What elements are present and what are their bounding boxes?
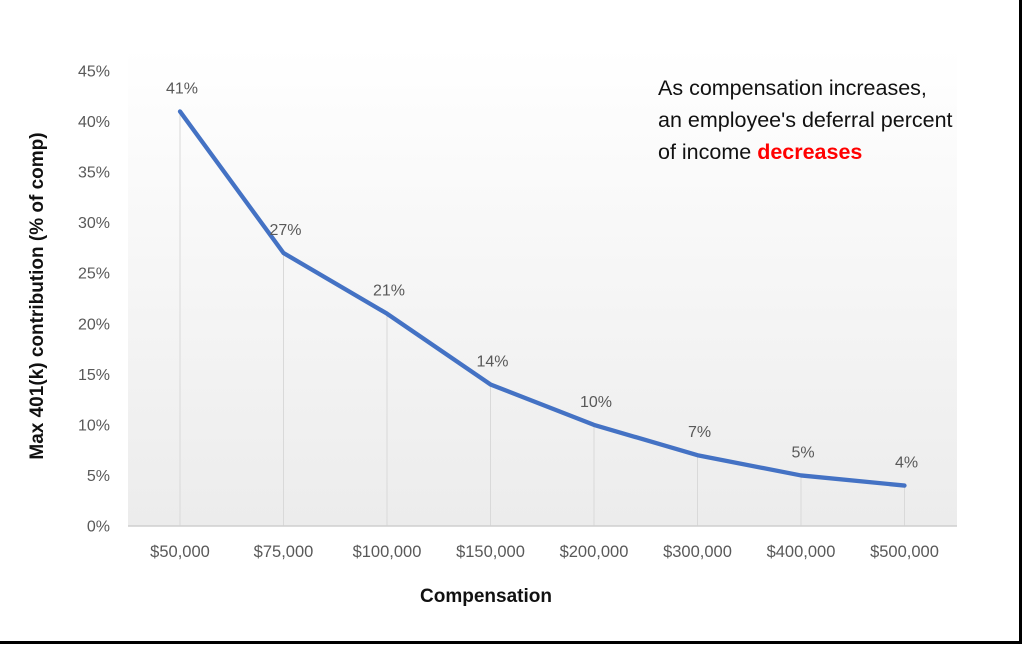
data-label: 27% xyxy=(269,222,301,239)
x-tick-label: $75,000 xyxy=(254,543,314,561)
data-label: 14% xyxy=(476,353,508,370)
data-label: 21% xyxy=(373,283,405,300)
y-tick-label: 40% xyxy=(78,114,110,131)
annotation-line-2: an employee's deferral percent xyxy=(658,108,953,132)
y-tick-label: 10% xyxy=(78,417,110,434)
y-tick-label: 15% xyxy=(78,367,110,384)
x-tick-label: $400,000 xyxy=(767,543,836,561)
plot-area xyxy=(128,47,957,526)
y-tick-label: 35% xyxy=(78,165,110,182)
y-tick-label: 5% xyxy=(87,468,110,485)
y-tick-label: 20% xyxy=(78,316,110,333)
y-tick-label: 25% xyxy=(78,266,110,283)
screenshot-edge-bottom xyxy=(0,641,1022,644)
screenshot-edge-right xyxy=(1019,0,1022,644)
x-tick-label: $100,000 xyxy=(353,543,422,561)
y-tick-label: 45% xyxy=(78,64,110,81)
data-label: 41% xyxy=(166,80,198,97)
x-tick-label: $150,000 xyxy=(456,543,525,561)
data-label: 7% xyxy=(688,424,711,441)
y-axis-title: Max 401(k) contribution (% of comp) xyxy=(27,132,48,460)
x-tick-label: $500,000 xyxy=(870,543,939,561)
data-label: 10% xyxy=(580,394,612,411)
x-tick-label: $50,000 xyxy=(150,543,210,561)
annotation-highlight-decreases: decreases xyxy=(757,140,863,164)
x-tick-label: $300,000 xyxy=(663,543,732,561)
x-axis-title: Compensation xyxy=(420,586,552,607)
annotation-line-1: As compensation increases, xyxy=(658,76,927,100)
y-tick-label: 0% xyxy=(87,519,110,536)
y-tick-label: 30% xyxy=(78,215,110,232)
annotation-line-3: of income xyxy=(658,140,758,164)
x-tick-label: $200,000 xyxy=(560,543,629,561)
series-line xyxy=(177,109,907,488)
data-label: 4% xyxy=(895,455,918,472)
data-label: 5% xyxy=(791,444,814,461)
annotation-text: As compensation increases, an employee's… xyxy=(658,72,998,168)
